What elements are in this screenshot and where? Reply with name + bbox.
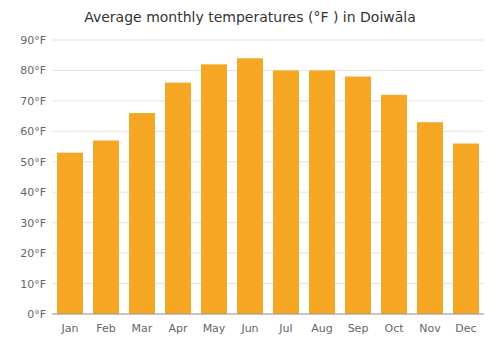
y-tick-label: 40°F — [20, 186, 46, 199]
x-tick-label: Mar — [132, 322, 153, 335]
x-tick-label: Oct — [384, 322, 404, 335]
y-tick-label: 80°F — [20, 64, 46, 77]
bar — [453, 144, 479, 314]
x-tick-label: Aug — [311, 322, 332, 335]
title: Average monthly temperatures (°F ) in Do… — [84, 9, 416, 25]
x-tick-label: May — [203, 322, 226, 335]
y-tick-label: 70°F — [20, 95, 46, 108]
bar — [381, 95, 407, 314]
y-tick-label: 50°F — [20, 156, 46, 169]
y-tick-label: 60°F — [20, 125, 46, 138]
bar — [201, 64, 227, 314]
bars — [57, 58, 479, 314]
x-tick-label: Dec — [455, 322, 476, 335]
grid-line — [52, 100, 484, 101]
x-tick-label: Jul — [278, 322, 292, 335]
bar — [57, 153, 83, 314]
grid-line — [52, 314, 484, 315]
bar — [417, 122, 443, 314]
x-axis: Jan Feb Mar Apr May Jun Jul Aug Sep Oct Nov Dec — [52, 314, 484, 335]
x-tick-label: Apr — [168, 322, 188, 335]
y-axis: 0°F 10°F 20°F 30°F 40°F 50°F 60°F 70°F 80°F 90°F — [20, 34, 484, 321]
chart: Average monthly temperatures (°F ) in Do… — [0, 0, 500, 350]
chart-container: Average monthly temperatures (°F ) in Do… — [0, 0, 500, 350]
x-tick-label: Jan — [61, 322, 79, 335]
grid-line — [52, 70, 484, 71]
x-tick-label: Feb — [96, 322, 115, 335]
grid-line — [52, 40, 484, 41]
bar — [345, 77, 371, 314]
x-tick-label: Sep — [348, 322, 369, 335]
x-tick-label: Jun — [240, 322, 258, 335]
bar — [165, 83, 191, 314]
bar — [237, 58, 263, 314]
bar — [273, 70, 299, 314]
y-tick-label: 90°F — [20, 34, 46, 47]
y-tick-label: 20°F — [20, 247, 46, 260]
x-axis-line — [52, 314, 484, 315]
x-tick-label: Nov — [419, 322, 441, 335]
y-tick-label: 10°F — [20, 278, 46, 291]
page: {"chart_data": {"type": "bar", "title": … — [0, 0, 500, 350]
y-tick-label: 30°F — [20, 217, 46, 230]
bar — [309, 70, 335, 314]
y-tick-label: 0°F — [27, 308, 46, 321]
bar — [129, 113, 155, 314]
bar — [93, 140, 119, 314]
